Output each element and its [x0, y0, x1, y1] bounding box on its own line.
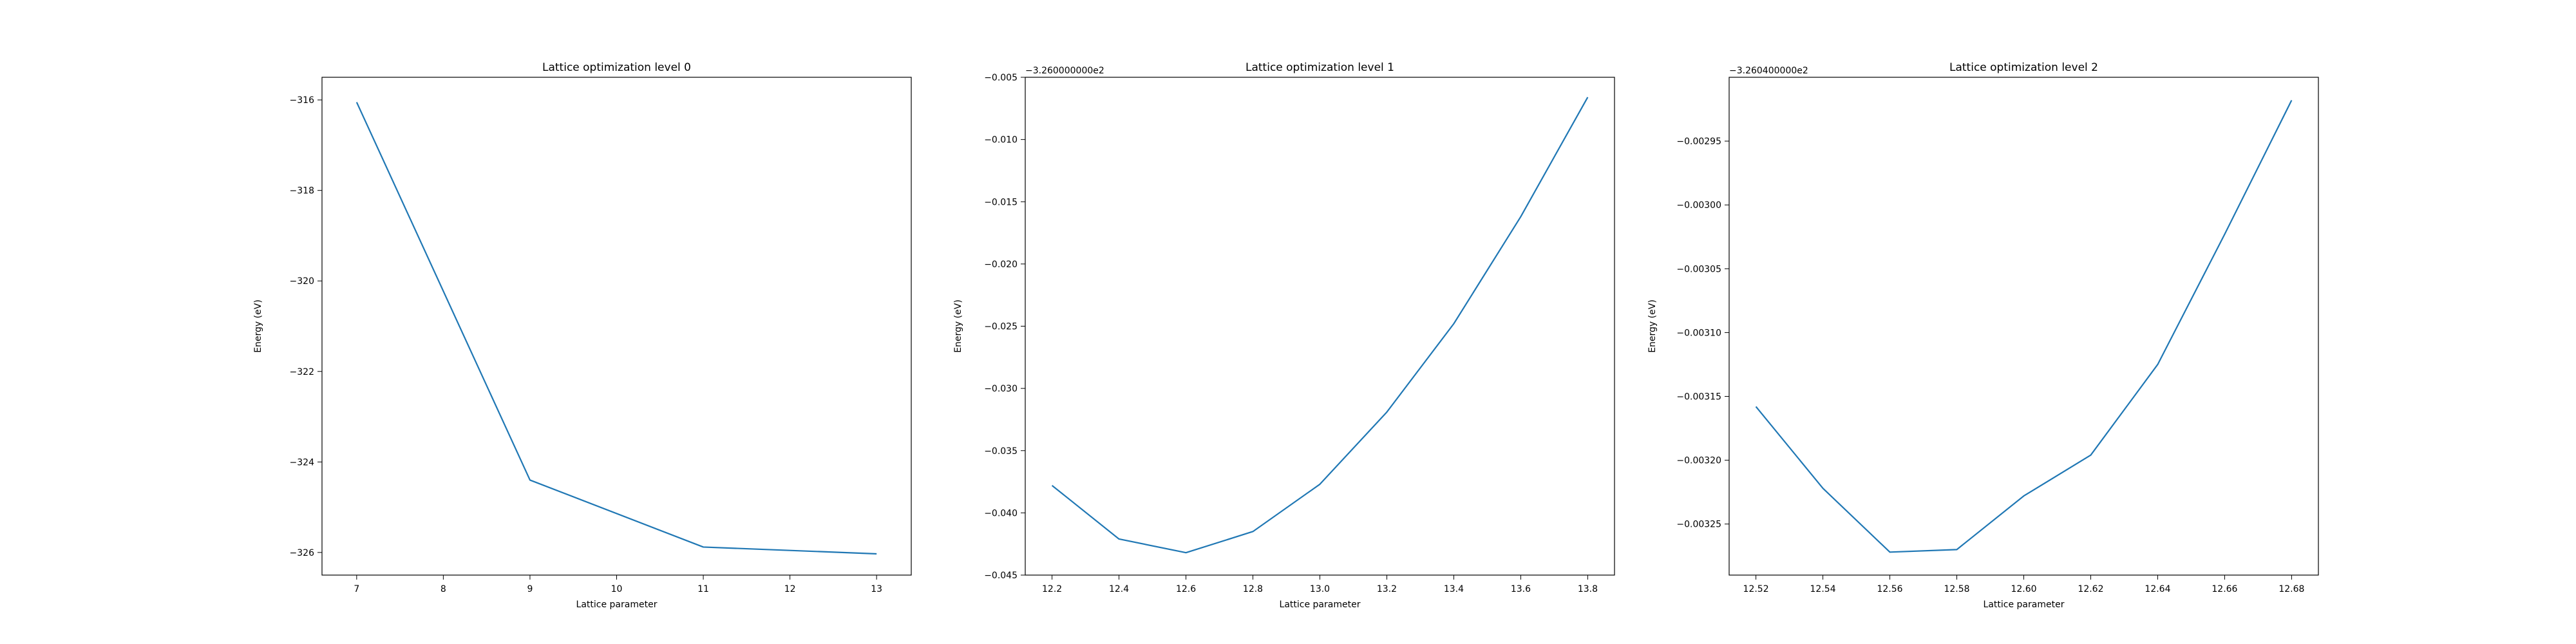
x-tick-label: 12.68	[2278, 584, 2304, 594]
x-tick-label: 13.4	[1444, 584, 1464, 594]
x-tick-label: 11	[697, 584, 709, 594]
data-point	[1452, 322, 1455, 325]
y-tick-label: −0.00315	[1676, 392, 1721, 402]
series-line	[1051, 97, 1589, 554]
chart-title: Lattice optimization level 2	[1949, 61, 2098, 74]
y-tick-label: −324	[290, 457, 315, 468]
data-point	[1184, 551, 1188, 554]
data-point	[1888, 551, 1891, 554]
data-point	[2089, 453, 2092, 457]
x-tick-label: 7	[354, 584, 359, 594]
y-tick-label: −318	[290, 186, 314, 196]
x-tick-label: 13.0	[1310, 584, 1330, 594]
x-tick-label: 13	[871, 584, 882, 594]
y-axis-label: Energy (eV)	[953, 299, 963, 353]
y-tick-label: −0.00305	[1676, 264, 1721, 274]
y-tick-label: −0.040	[984, 508, 1018, 518]
data-point	[2156, 363, 2159, 366]
x-tick-label: 12.62	[2078, 584, 2103, 594]
y-tick-label: −0.00295	[1676, 137, 1721, 147]
y-tick-label: −322	[290, 367, 314, 377]
y-tick-label: −0.00325	[1676, 520, 1721, 530]
chart-panel-level-1: Lattice optimization level 1 Lattice par…	[953, 61, 1615, 610]
data-point	[1586, 95, 1589, 99]
x-tick-label: 13.6	[1511, 584, 1531, 594]
data-point	[1821, 487, 1824, 490]
y-tick-label: −0.015	[984, 197, 1018, 207]
data-point	[528, 478, 531, 482]
data-point	[1251, 530, 1255, 533]
y-offset-label: −3.260400000e2	[1729, 66, 1808, 76]
x-tick-label: 12.56	[1877, 584, 1902, 594]
chart-panel-level-0: Lattice optimization level 0 Lattice par…	[253, 61, 912, 610]
x-tick-label: 12.4	[1109, 584, 1129, 594]
y-tick-label: −0.005	[984, 73, 1018, 83]
x-tick-label: 12.2	[1042, 584, 1062, 594]
x-tick-label: 12.54	[1810, 584, 1836, 594]
y-tick-label: −0.035	[984, 446, 1018, 457]
data-point	[1955, 548, 1958, 551]
x-tick-label: 12.58	[1944, 584, 1969, 594]
x-axis-label: Lattice parameter	[1984, 600, 2065, 610]
data-point	[355, 100, 358, 104]
y-tick-label: −0.00320	[1676, 456, 1721, 466]
x-tick-label: 12.52	[1743, 584, 1769, 594]
x-tick-label: 8	[440, 584, 446, 594]
x-tick-label: 12.60	[2011, 584, 2036, 594]
data-point	[875, 552, 878, 555]
data-point	[2290, 99, 2293, 102]
data-point	[2223, 232, 2226, 236]
x-tick-label: 12.8	[1243, 584, 1263, 594]
x-tick-label: 10	[611, 584, 623, 594]
x-tick-label: 12.64	[2145, 584, 2170, 594]
x-tick-label: 13.8	[1578, 584, 1598, 594]
chart-title: Lattice optimization level 0	[542, 61, 691, 74]
y-tick-label: −316	[290, 95, 315, 106]
x-tick-label: 12.66	[2211, 584, 2237, 594]
y-offset-label: −3.260000000e2	[1025, 66, 1104, 76]
data-point	[2022, 495, 2025, 498]
x-axis-label: Lattice parameter	[1280, 600, 1361, 610]
y-tick-label: −0.025	[984, 322, 1018, 332]
data-point	[1519, 215, 1522, 218]
x-tick-label: 9	[527, 584, 533, 594]
data-point	[1050, 484, 1054, 487]
series-line	[355, 102, 877, 555]
x-tick-label: 12.6	[1176, 584, 1196, 594]
y-axis-label: Energy (eV)	[1647, 299, 1658, 353]
y-tick-label: −0.045	[984, 571, 1018, 581]
data-point	[1385, 410, 1388, 413]
data-point	[1117, 537, 1121, 540]
y-tick-label: −0.030	[984, 384, 1018, 394]
y-tick-label: −326	[290, 548, 315, 558]
x-axis-label: Lattice parameter	[576, 600, 658, 610]
x-tick-label: 12	[784, 584, 796, 594]
data-point	[702, 545, 705, 549]
y-tick-label: −0.010	[984, 135, 1018, 146]
y-tick-label: −0.00310	[1676, 328, 1721, 338]
chart-title: Lattice optimization level 1	[1245, 61, 1394, 74]
data-point	[1318, 482, 1321, 486]
chart-panel-level-2: Lattice optimization level 2 Lattice par…	[1647, 61, 2319, 610]
y-tick-label: −320	[290, 276, 314, 287]
y-axis-label: Energy (eV)	[253, 299, 263, 353]
data-point	[1754, 405, 1757, 408]
y-tick-label: −0.020	[984, 260, 1018, 270]
x-tick-label: 13.2	[1377, 584, 1397, 594]
series-line	[1755, 100, 2293, 553]
y-tick-label: −0.00300	[1676, 200, 1721, 211]
